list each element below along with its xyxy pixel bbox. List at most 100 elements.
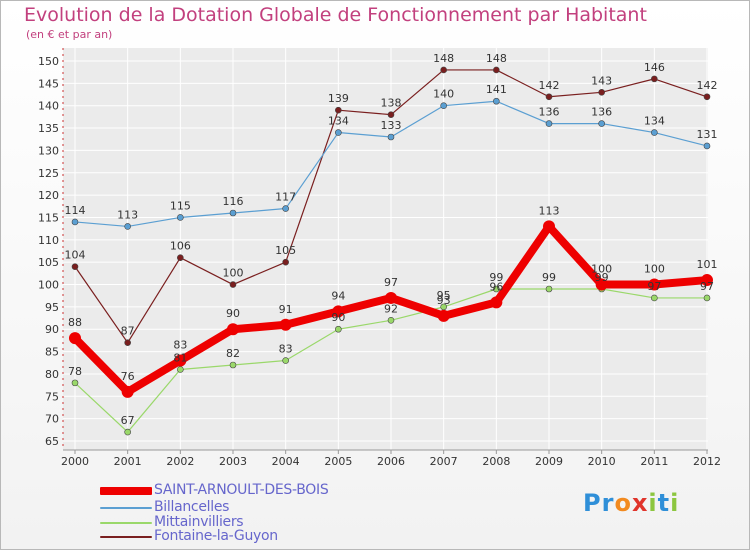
data-label: 146 bbox=[644, 61, 665, 74]
data-point bbox=[227, 323, 239, 336]
data-point bbox=[229, 209, 237, 217]
x-tick-label: 2012 bbox=[693, 455, 721, 468]
data-label: 134 bbox=[328, 115, 349, 128]
chart-subtitle: (en € et par an) bbox=[26, 28, 113, 41]
data-point bbox=[543, 220, 555, 233]
data-point bbox=[121, 385, 134, 398]
data-point bbox=[177, 254, 184, 262]
data-label: 88 bbox=[68, 316, 82, 329]
data-point bbox=[651, 129, 658, 136]
data-label: 76 bbox=[121, 370, 135, 383]
data-point bbox=[490, 296, 503, 309]
y-tick-label: 65 bbox=[45, 435, 59, 448]
data-label: 94 bbox=[331, 289, 345, 302]
data-label: 95 bbox=[437, 289, 451, 302]
data-point bbox=[177, 214, 184, 221]
data-label: 134 bbox=[644, 115, 665, 128]
data-point bbox=[545, 120, 553, 127]
data-label: 87 bbox=[121, 325, 135, 338]
x-tick-label: 2003 bbox=[219, 455, 247, 468]
x-tick-label: 2000 bbox=[61, 455, 89, 468]
data-label: 116 bbox=[223, 195, 244, 208]
data-point bbox=[385, 291, 397, 304]
legend-swatch-mittainvilliers bbox=[100, 522, 152, 524]
data-point bbox=[440, 102, 447, 110]
x-tick-label: 2011 bbox=[640, 455, 668, 468]
y-tick-label: 120 bbox=[38, 189, 59, 202]
data-point bbox=[703, 142, 711, 150]
data-point bbox=[124, 428, 131, 436]
data-label: 104 bbox=[65, 249, 86, 262]
data-point bbox=[701, 274, 713, 287]
y-tick-label: 110 bbox=[38, 234, 59, 247]
data-point bbox=[598, 120, 605, 127]
y-tick-label: 105 bbox=[38, 256, 59, 269]
x-tick-label: 2010 bbox=[588, 455, 616, 468]
x-tick-label: 2001 bbox=[114, 455, 142, 468]
y-tick-label: 90 bbox=[45, 323, 59, 336]
data-point bbox=[124, 223, 131, 230]
data-label: 90 bbox=[331, 311, 345, 324]
legend-label-billancelles: Billancelles bbox=[154, 499, 230, 515]
data-point bbox=[282, 357, 289, 364]
data-point bbox=[335, 325, 342, 333]
chart-title: Evolution de la Dotation Globale de Fonc… bbox=[24, 4, 647, 26]
data-point bbox=[229, 281, 237, 288]
data-label: 141 bbox=[486, 83, 507, 96]
data-point bbox=[545, 93, 553, 101]
legend-label-fontaine: Fontaine-la-Guyon bbox=[154, 528, 278, 544]
data-label: 117 bbox=[275, 191, 296, 204]
data-label: 78 bbox=[68, 365, 82, 378]
y-tick-label: 150 bbox=[38, 55, 59, 68]
data-point bbox=[335, 129, 342, 136]
y-tick-label: 100 bbox=[38, 279, 59, 292]
y-tick-label: 125 bbox=[38, 167, 59, 180]
data-label: 83 bbox=[173, 339, 187, 352]
legend-swatch-saint-arnoult bbox=[100, 487, 152, 495]
data-point bbox=[545, 285, 553, 293]
data-label: 113 bbox=[539, 204, 560, 217]
data-point bbox=[71, 263, 79, 270]
legend-swatch-billancelles bbox=[100, 507, 152, 509]
data-point bbox=[651, 294, 658, 302]
data-point bbox=[174, 354, 187, 367]
data-point bbox=[387, 316, 395, 324]
data-point bbox=[282, 258, 289, 266]
data-label: 101 bbox=[697, 258, 718, 271]
y-tick-label: 140 bbox=[38, 100, 59, 113]
logo-letter: o bbox=[614, 489, 632, 517]
x-tick-label: 2002 bbox=[166, 455, 194, 468]
logo-letter: i bbox=[670, 489, 680, 517]
data-label: 82 bbox=[226, 347, 240, 360]
y-tick-label: 95 bbox=[45, 301, 59, 314]
proxiti-logo: Proxiti bbox=[583, 489, 679, 517]
data-point bbox=[282, 205, 289, 212]
logo-letter: t bbox=[657, 489, 671, 517]
y-tick-label: 85 bbox=[45, 346, 59, 359]
data-label: 92 bbox=[384, 302, 398, 315]
data-label: 81 bbox=[173, 351, 187, 364]
data-point bbox=[440, 66, 447, 74]
data-label: 100 bbox=[223, 267, 244, 280]
data-label: 133 bbox=[381, 119, 402, 132]
data-label: 113 bbox=[117, 208, 138, 221]
logo-letter: r bbox=[601, 489, 615, 517]
data-label: 96 bbox=[489, 280, 503, 293]
data-point bbox=[71, 218, 79, 226]
data-label: 97 bbox=[647, 280, 661, 293]
data-label: 100 bbox=[591, 263, 612, 276]
data-point bbox=[332, 305, 345, 318]
data-label: 114 bbox=[65, 204, 86, 217]
data-point bbox=[598, 88, 605, 96]
data-label: 138 bbox=[381, 97, 402, 110]
y-tick-label: 70 bbox=[45, 413, 59, 426]
x-tick-label: 2004 bbox=[272, 455, 300, 468]
data-point bbox=[279, 318, 292, 331]
data-point bbox=[595, 278, 608, 291]
data-point bbox=[124, 339, 131, 346]
data-label: 142 bbox=[539, 79, 560, 92]
data-label: 97 bbox=[384, 276, 398, 289]
logo-letter: P bbox=[583, 489, 602, 517]
data-point bbox=[387, 111, 395, 118]
